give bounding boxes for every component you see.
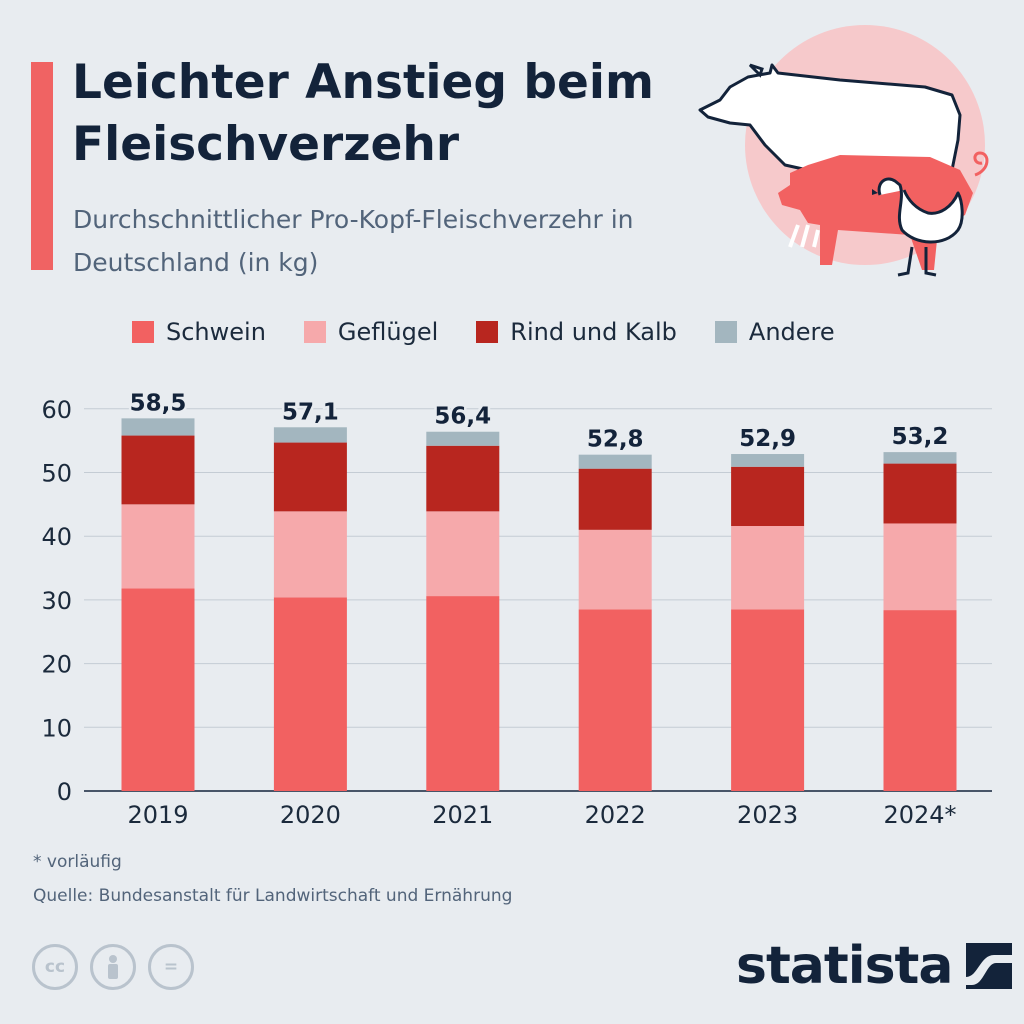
accent-bar bbox=[31, 62, 53, 270]
bar-segment bbox=[426, 511, 500, 597]
bar-segment bbox=[426, 445, 500, 512]
bar-segment bbox=[578, 454, 652, 469]
y-tick-label: 0 bbox=[57, 778, 72, 806]
bar-segment bbox=[578, 529, 652, 610]
bar-segment bbox=[731, 526, 805, 610]
bar-segment bbox=[578, 609, 652, 791]
legend-swatch bbox=[714, 321, 737, 343]
bar-segment bbox=[426, 596, 500, 791]
total-label: 56,4 bbox=[434, 404, 491, 430]
legend-label: Andere bbox=[748, 318, 835, 346]
bar-segment bbox=[273, 511, 347, 598]
legend-swatch bbox=[132, 321, 154, 343]
bar-segment bbox=[121, 588, 195, 791]
legend: Schwein Geflügel Rind und Kalb Andere bbox=[132, 312, 873, 352]
stacked-bar-chart: 0 10 20 30 40 50 60 58,5 2019 57,1 2020 56,4 2021 52,… bbox=[41, 388, 992, 829]
x-tick-label: 2024* bbox=[883, 801, 956, 829]
cow-icon bbox=[698, 63, 962, 177]
total-label: 57,1 bbox=[282, 399, 339, 425]
chart-subtitle: Durchschnittlicher Pro-Kopf-Fleischverze… bbox=[73, 205, 634, 277]
chicken-icon bbox=[872, 177, 964, 277]
x-tick-label: 2022 bbox=[585, 801, 646, 829]
legend-item: Schwein bbox=[132, 318, 266, 346]
total-label: 53,2 bbox=[892, 424, 949, 450]
source-note: Quelle: Bundesanstalt für Landwirtschaft… bbox=[33, 886, 513, 906]
bar-segment bbox=[883, 523, 957, 611]
license-icons: cc = bbox=[32, 944, 194, 990]
bar-segment bbox=[883, 452, 957, 464]
legend-swatch bbox=[303, 321, 326, 343]
legend-item: Geflügel bbox=[303, 318, 439, 346]
x-tick-label: 2023 bbox=[737, 801, 798, 829]
person-icon bbox=[108, 955, 118, 979]
y-tick-label: 10 bbox=[41, 714, 72, 742]
bar-segment bbox=[731, 609, 805, 791]
y-tick-label: 50 bbox=[41, 460, 72, 488]
cc-icon[interactable]: cc bbox=[32, 944, 78, 990]
legend-label: Geflügel bbox=[337, 318, 439, 346]
bar-segment bbox=[121, 435, 195, 505]
bar-segment bbox=[273, 597, 347, 791]
y-tick-label: 60 bbox=[41, 396, 72, 424]
legend-item: Rind und Kalb bbox=[476, 318, 677, 346]
chart-title: Leichter Anstieg beim Fleischverzehr bbox=[72, 55, 655, 172]
legend-swatch bbox=[476, 321, 499, 343]
total-label: 52,8 bbox=[587, 427, 644, 453]
statista-mark-icon bbox=[966, 943, 1013, 989]
total-label: 58,5 bbox=[130, 390, 187, 416]
bar-segment bbox=[426, 431, 500, 446]
nd-icon[interactable]: = bbox=[148, 944, 194, 990]
bar-segment bbox=[883, 610, 957, 791]
y-tick-label: 30 bbox=[41, 587, 72, 615]
footnote: * vorläufig bbox=[33, 852, 122, 872]
statista-logo[interactable]: statista bbox=[736, 936, 1013, 996]
x-tick-label: 2019 bbox=[127, 801, 188, 829]
bar-segment bbox=[578, 468, 652, 530]
y-tick-label: 40 bbox=[41, 523, 72, 551]
animal-illustration bbox=[698, 25, 989, 277]
legend-label: Schwein bbox=[166, 318, 266, 346]
bar-segment bbox=[121, 504, 195, 589]
bar-segment bbox=[273, 442, 347, 512]
legend-label: Rind und Kalb bbox=[510, 318, 677, 346]
bar-segment bbox=[731, 454, 805, 467]
y-tick-label: 20 bbox=[41, 651, 72, 679]
bar-segment bbox=[731, 466, 805, 527]
bar-segment bbox=[883, 463, 957, 524]
x-tick-label: 2021 bbox=[432, 801, 493, 829]
brand-name: statista bbox=[736, 936, 953, 996]
total-label: 52,9 bbox=[739, 426, 796, 452]
by-icon[interactable] bbox=[90, 944, 136, 990]
bar-segment bbox=[273, 427, 347, 443]
bar-segment bbox=[121, 418, 195, 436]
legend-item: Andere bbox=[714, 318, 835, 346]
x-tick-label: 2020 bbox=[280, 801, 341, 829]
